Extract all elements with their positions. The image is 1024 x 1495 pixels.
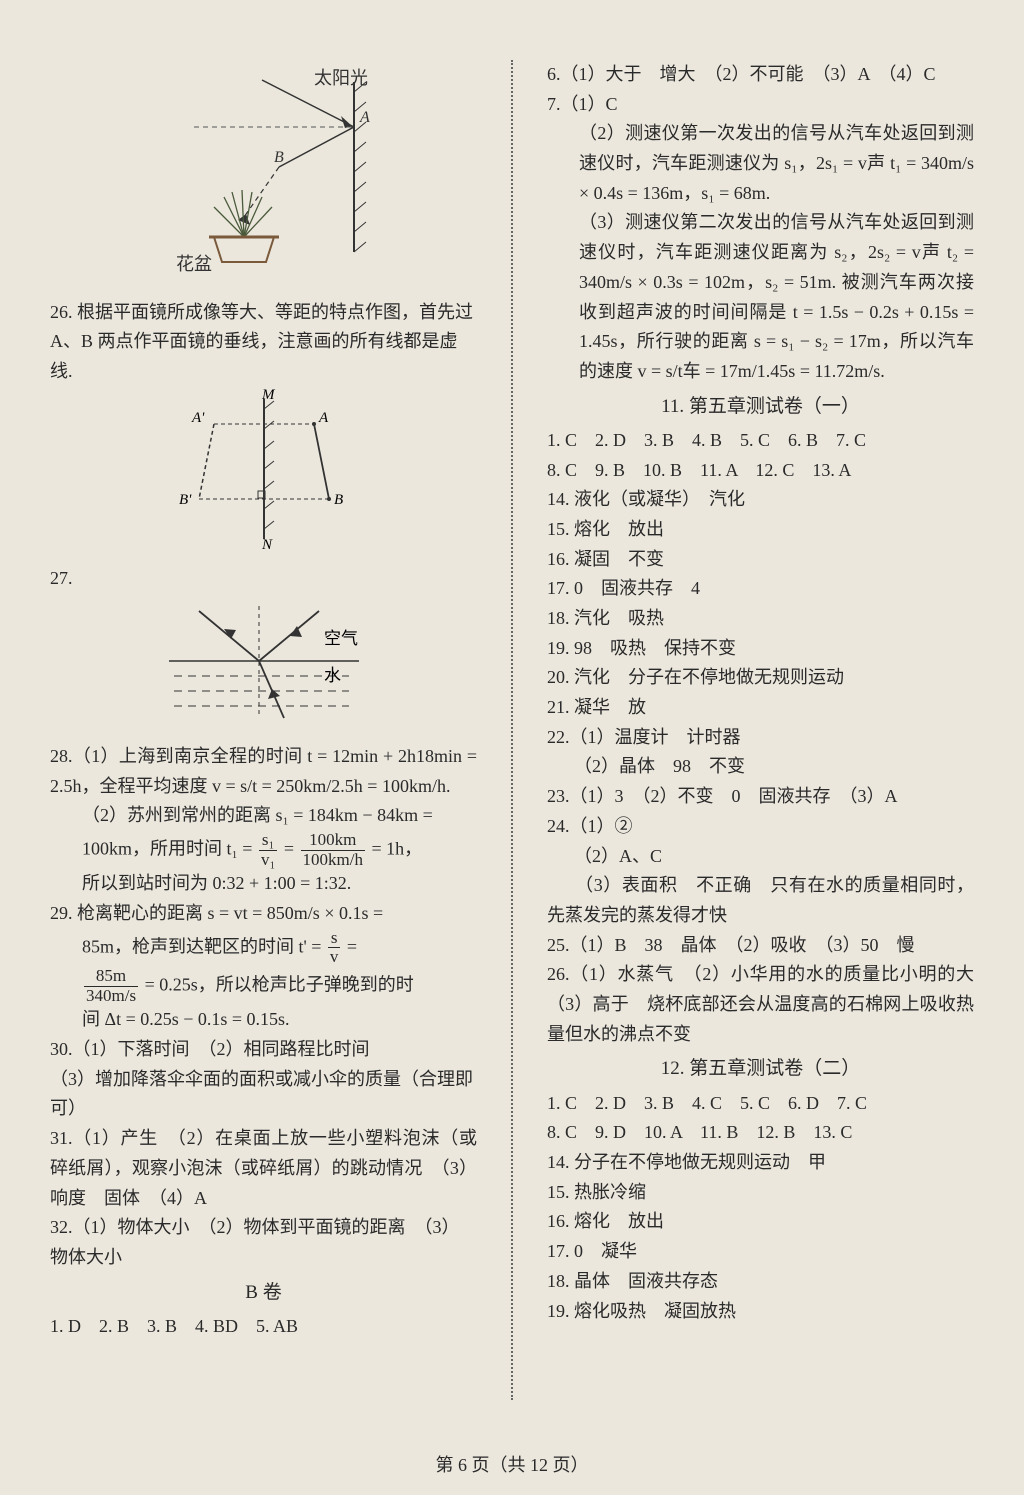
- svg-text:A': A': [191, 410, 205, 426]
- q28-2c: 所以到站时间为 0:32 + 1:00 = 1:32.: [50, 869, 477, 899]
- r11-16: 16. 凝固 不变: [547, 545, 974, 575]
- r11-2: 8. C 9. B 10. B 11. A 12. C 13. A: [547, 456, 974, 486]
- mirror-diagram: M N A B A' B': [154, 389, 374, 549]
- q29-a: 29. 枪离靶心的距离 s = vt = 850m/s × 0.1s =: [50, 899, 477, 929]
- r11-26: 26.（1）水蒸气 （2）小华用的水的质量比小明的大 （3）高于 烧杯底部还会从…: [547, 960, 974, 1049]
- fraction: sv: [328, 929, 341, 967]
- figure-refraction: 空气 水: [50, 596, 477, 736]
- title-12: 12. 第五章测试卷（二）: [547, 1053, 974, 1084]
- svg-text:N: N: [261, 537, 273, 549]
- q32: 32.（1）物体大小 （2）物体到平面镜的距离 （3）物体大小: [50, 1213, 477, 1272]
- page: 太阳光 A B: [0, 0, 1024, 1495]
- q27-label: 27.: [50, 564, 477, 594]
- r11-25: 25.（1）B 38 晶体 （2）吸收 （3）50 慢: [547, 931, 974, 961]
- r12-19: 19. 熔化吸热 凝固放热: [547, 1297, 974, 1327]
- fraction: 100km100km/h: [301, 831, 365, 869]
- r11-14: 14. 液化（或凝华） 汽化: [547, 485, 974, 515]
- r11-17: 17. 0 固液共存 4: [547, 574, 974, 604]
- r-q7-3: （3）测速仪第二次发出的信号从汽车处返回到测速仪时，汽车距测速仪距离为 s₂，2…: [547, 208, 974, 386]
- r11-1: 1. C 2. D 3. B 4. B 5. C 6. B 7. C: [547, 426, 974, 456]
- refraction-diagram: 空气 水: [149, 596, 379, 726]
- q28-1: 28.（1）上海到南京全程的时间 t = 12min + 2h18min = 2…: [50, 742, 477, 801]
- q30: 30.（1）下落时间 （2）相同路程比时间 （3）增加降落伞伞面的面积或减小伞的…: [50, 1035, 477, 1124]
- r-q7-2: （2）测速仪第一次发出的信号从汽车处返回到测速仪时，汽车距测速仪为 s₁，2s₁…: [547, 119, 974, 208]
- svg-text:A: A: [318, 410, 329, 426]
- A-label: A: [359, 109, 370, 126]
- r11-18: 18. 汽化 吸热: [547, 604, 974, 634]
- r11-15: 15. 熔化 放出: [547, 515, 974, 545]
- q31: 31.（1）产生 （2）在桌面上放一些小塑料泡沫（或碎纸屑），观察小泡沫（或碎纸…: [50, 1124, 477, 1213]
- q29-b: 85m，枪声到达靶区的时间 t' = sv =: [50, 929, 477, 967]
- two-column-layout: 太阳光 A B: [50, 60, 974, 1400]
- r12-1: 1. C 2. D 3. B 4. C 5. C 6. D 7. C: [547, 1089, 974, 1119]
- svg-text:B': B': [179, 492, 192, 508]
- b-section-title: B 卷: [50, 1277, 477, 1308]
- figure-sun-plant: 太阳光 A B: [50, 62, 477, 292]
- r-q7-1: 7.（1）C: [547, 90, 974, 120]
- r11-23: 23.（1）3 （2）不变 0 固液共存 （3）A: [547, 782, 974, 812]
- b-row: 1. D 2. B 3. B 4. BD 5. AB: [50, 1312, 477, 1342]
- column-divider: [511, 60, 513, 1400]
- pot-label: 花盆: [176, 254, 212, 274]
- svg-text:M: M: [261, 389, 276, 403]
- r-q6: 6.（1）大于 增大 （2）不可能 （3）A （4）C: [547, 60, 974, 90]
- page-footer: 第 6 页（共 12 页）: [0, 1451, 1024, 1477]
- right-column: 6.（1）大于 增大 （2）不可能 （3）A （4）C 7.（1）C （2）测速…: [547, 60, 974, 1400]
- q26-text: 26. 根据平面镜所成像等大、等距的特点作图，首先过 A、B 两点作平面镜的垂线…: [50, 298, 477, 387]
- q28-2b: 100km，所用时间 t₁ = s₁v₁ = 100km100km/h = 1h…: [50, 831, 477, 869]
- fraction: 85m340m/s: [84, 967, 138, 1005]
- figure-mirror: M N A B A' B': [50, 389, 477, 559]
- fraction: s₁v₁: [259, 831, 277, 869]
- sun-label: 太阳光: [314, 68, 368, 88]
- r11-24: 24.（1）② （2）A、C （3）表面积 不正确 只有在水的质量相同时，先蒸发…: [547, 812, 974, 931]
- q29-c: 85m340m/s = 0.25s，所以枪声比子弹晚到的时: [50, 967, 477, 1005]
- B-label: B: [274, 149, 284, 166]
- r12-2: 8. C 9. D 10. A 11. B 12. B 13. C: [547, 1118, 974, 1148]
- r11-21: 21. 凝华 放: [547, 693, 974, 723]
- r11-19: 19. 98 吸热 保持不变: [547, 634, 974, 664]
- r12-18: 18. 晶体 固液共存态: [547, 1267, 974, 1297]
- q29-d: 间 Δt = 0.25s − 0.1s = 0.15s.: [50, 1005, 477, 1035]
- sun-plant-diagram: 太阳光 A B: [114, 62, 414, 282]
- q28-2a: （2）苏州到常州的距离 s₁ = 184km − 84km =: [50, 801, 477, 831]
- r12-15: 15. 热胀冷缩: [547, 1178, 974, 1208]
- svg-text:水: 水: [324, 666, 341, 685]
- title-11: 11. 第五章测试卷（一）: [547, 391, 974, 422]
- r12-14: 14. 分子在不停地做无规则运动 甲: [547, 1148, 974, 1178]
- r11-20: 20. 汽化 分子在不停地做无规则运动: [547, 663, 974, 693]
- svg-text:空气: 空气: [324, 629, 358, 648]
- r12-17: 17. 0 凝华: [547, 1237, 974, 1267]
- svg-text:B: B: [334, 492, 343, 508]
- r12-16: 16. 熔化 放出: [547, 1207, 974, 1237]
- left-column: 太阳光 A B: [50, 60, 477, 1400]
- r11-22: 22.（1）温度计 计时器 （2）晶体 98 不变: [547, 723, 974, 782]
